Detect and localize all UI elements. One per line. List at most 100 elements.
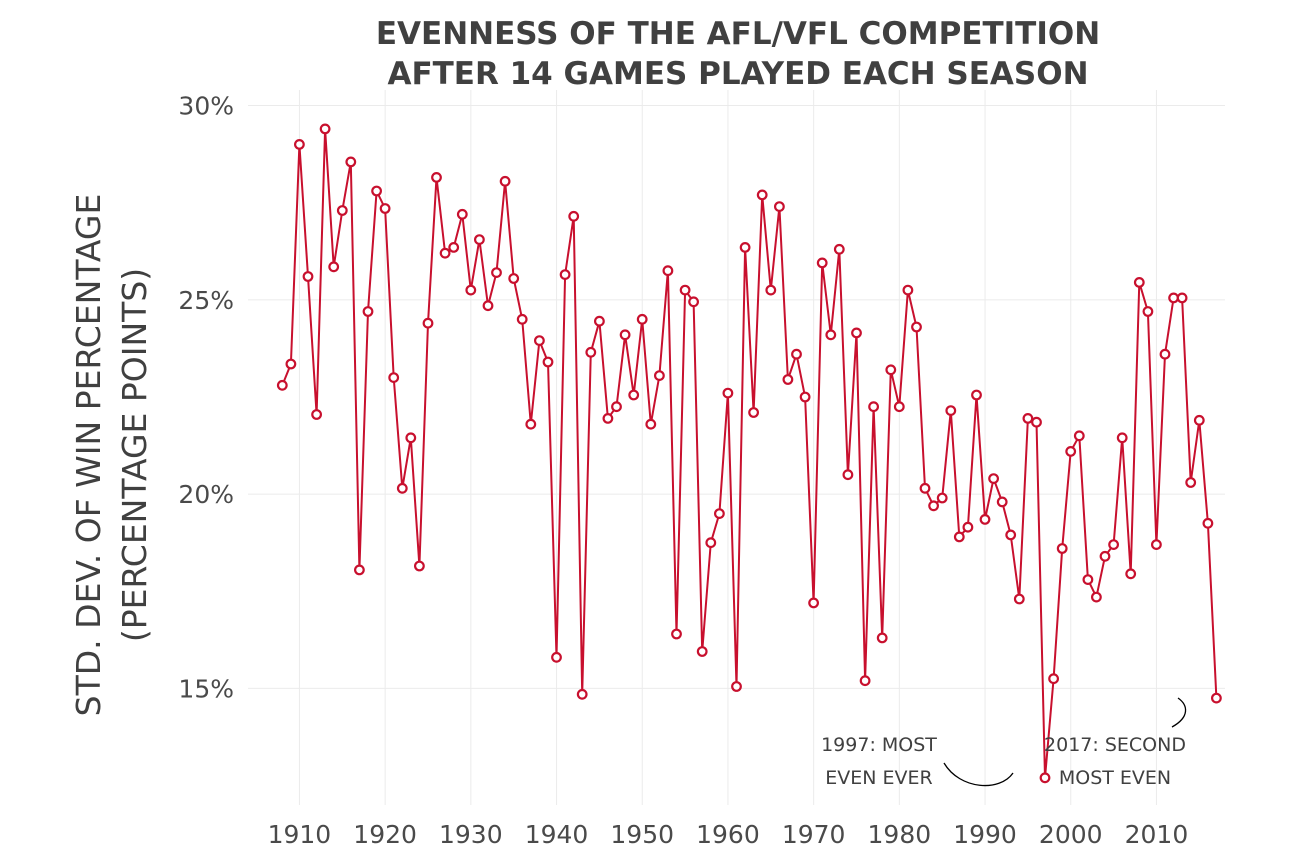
data-point bbox=[1185, 477, 1197, 488]
data-point bbox=[816, 257, 828, 269]
data-point bbox=[619, 329, 631, 341]
y-tick-label: 25% bbox=[178, 286, 234, 315]
data-point bbox=[705, 537, 717, 549]
gridlines bbox=[248, 90, 1225, 805]
y-axis-label-line2: (PERCENTAGE POINTS) bbox=[115, 268, 154, 642]
data-point bbox=[696, 646, 708, 657]
data-point bbox=[628, 389, 640, 401]
data-point bbox=[1210, 692, 1222, 704]
data-point bbox=[1090, 591, 1102, 603]
data-point bbox=[1168, 292, 1179, 304]
data-point bbox=[808, 597, 819, 609]
data-point bbox=[662, 265, 674, 277]
data-point bbox=[362, 306, 374, 317]
data-point bbox=[833, 243, 845, 255]
y-axis-label-line1: STD. DEV. OF WIN PERCENTAGE bbox=[69, 194, 108, 717]
annotation-1997-line1: 1997: MOST bbox=[821, 734, 937, 756]
data-point bbox=[439, 247, 451, 259]
data-point bbox=[465, 284, 477, 296]
data-point bbox=[799, 391, 811, 403]
data-point bbox=[302, 271, 314, 282]
annotation-2017-line1: 2017: SECOND bbox=[1044, 734, 1186, 756]
data-point bbox=[842, 469, 854, 481]
y-tick-label: 20% bbox=[178, 480, 234, 509]
data-point bbox=[499, 175, 511, 187]
x-tick-labels: 1910 1920 1930 1940 1950 1960 1970 1980 1990 2000… bbox=[268, 820, 1189, 849]
data-point bbox=[542, 356, 554, 368]
data-points bbox=[276, 123, 1222, 784]
data-point bbox=[919, 482, 931, 494]
data-point bbox=[594, 315, 605, 327]
data-point bbox=[714, 508, 725, 519]
data-point bbox=[431, 171, 442, 183]
data-point bbox=[1013, 593, 1025, 605]
data-point bbox=[748, 407, 759, 418]
data-point bbox=[645, 418, 657, 430]
data-point bbox=[979, 514, 991, 525]
data-point bbox=[1133, 277, 1145, 288]
data-point bbox=[414, 560, 425, 572]
data-point bbox=[731, 681, 742, 692]
data-point bbox=[1202, 517, 1214, 529]
data-point bbox=[765, 284, 777, 296]
x-tick-label: 1910 bbox=[268, 820, 332, 849]
data-point bbox=[671, 628, 682, 640]
chart-title: EVENNESS OF THE AFL/VFL COMPETITION bbox=[376, 16, 1100, 52]
data-point bbox=[868, 401, 879, 413]
data-point bbox=[1022, 413, 1034, 424]
annotation-1997-connector bbox=[943, 762, 1014, 787]
data-point bbox=[516, 313, 528, 325]
data-point bbox=[585, 346, 597, 358]
data-point bbox=[336, 205, 348, 216]
data-point bbox=[576, 688, 588, 700]
annotation-2017-line2: MOST EVEN bbox=[1059, 767, 1171, 789]
data-point bbox=[482, 300, 494, 312]
annotation-1997-line2: EVEN EVER bbox=[825, 767, 932, 789]
data-point bbox=[1108, 539, 1119, 550]
annotation-2017-connector bbox=[1171, 697, 1187, 728]
data-point bbox=[611, 401, 622, 413]
data-point bbox=[1116, 432, 1128, 444]
data-point bbox=[285, 358, 297, 370]
data-point bbox=[885, 364, 897, 376]
data-point bbox=[405, 432, 417, 444]
data-point bbox=[328, 261, 340, 273]
data-point bbox=[525, 418, 537, 430]
data-point bbox=[1082, 574, 1094, 585]
x-tick-label: 1930 bbox=[439, 820, 503, 849]
data-point bbox=[636, 313, 648, 325]
x-tick-label: 2010 bbox=[1125, 820, 1189, 849]
data-point bbox=[474, 234, 485, 246]
x-tick-label: 1960 bbox=[696, 820, 760, 849]
data-point bbox=[791, 348, 802, 360]
data-point bbox=[876, 632, 888, 644]
annotation-1997: 1997: MOST EVEN EVER bbox=[821, 734, 1014, 789]
series-line-group bbox=[281, 127, 1218, 779]
data-point bbox=[491, 267, 502, 279]
x-tick-label: 1990 bbox=[953, 820, 1017, 849]
data-point bbox=[396, 482, 408, 494]
data-point bbox=[971, 389, 982, 401]
data-point bbox=[551, 651, 562, 663]
data-point bbox=[739, 241, 751, 253]
data-point bbox=[953, 531, 965, 543]
x-tick-label: 1940 bbox=[525, 820, 589, 849]
data-point bbox=[1176, 292, 1188, 304]
data-point bbox=[456, 208, 468, 220]
data-point bbox=[893, 401, 905, 413]
data-point bbox=[311, 409, 323, 420]
data-point bbox=[508, 273, 520, 284]
data-point bbox=[688, 296, 699, 308]
y-tick-labels: 15% 20% 25% 30% bbox=[178, 92, 234, 704]
data-point bbox=[448, 241, 460, 253]
data-point bbox=[962, 521, 974, 533]
data-point bbox=[1056, 543, 1068, 554]
data-point bbox=[774, 201, 785, 213]
y-tick-label: 30% bbox=[178, 92, 234, 121]
y-axis-label: STD. DEV. OF WIN PERCENTAGE (PERCENTAGE … bbox=[69, 194, 154, 717]
data-point bbox=[1125, 568, 1137, 580]
data-point bbox=[1150, 539, 1162, 550]
data-point bbox=[1099, 550, 1111, 562]
data-point bbox=[1073, 430, 1085, 442]
